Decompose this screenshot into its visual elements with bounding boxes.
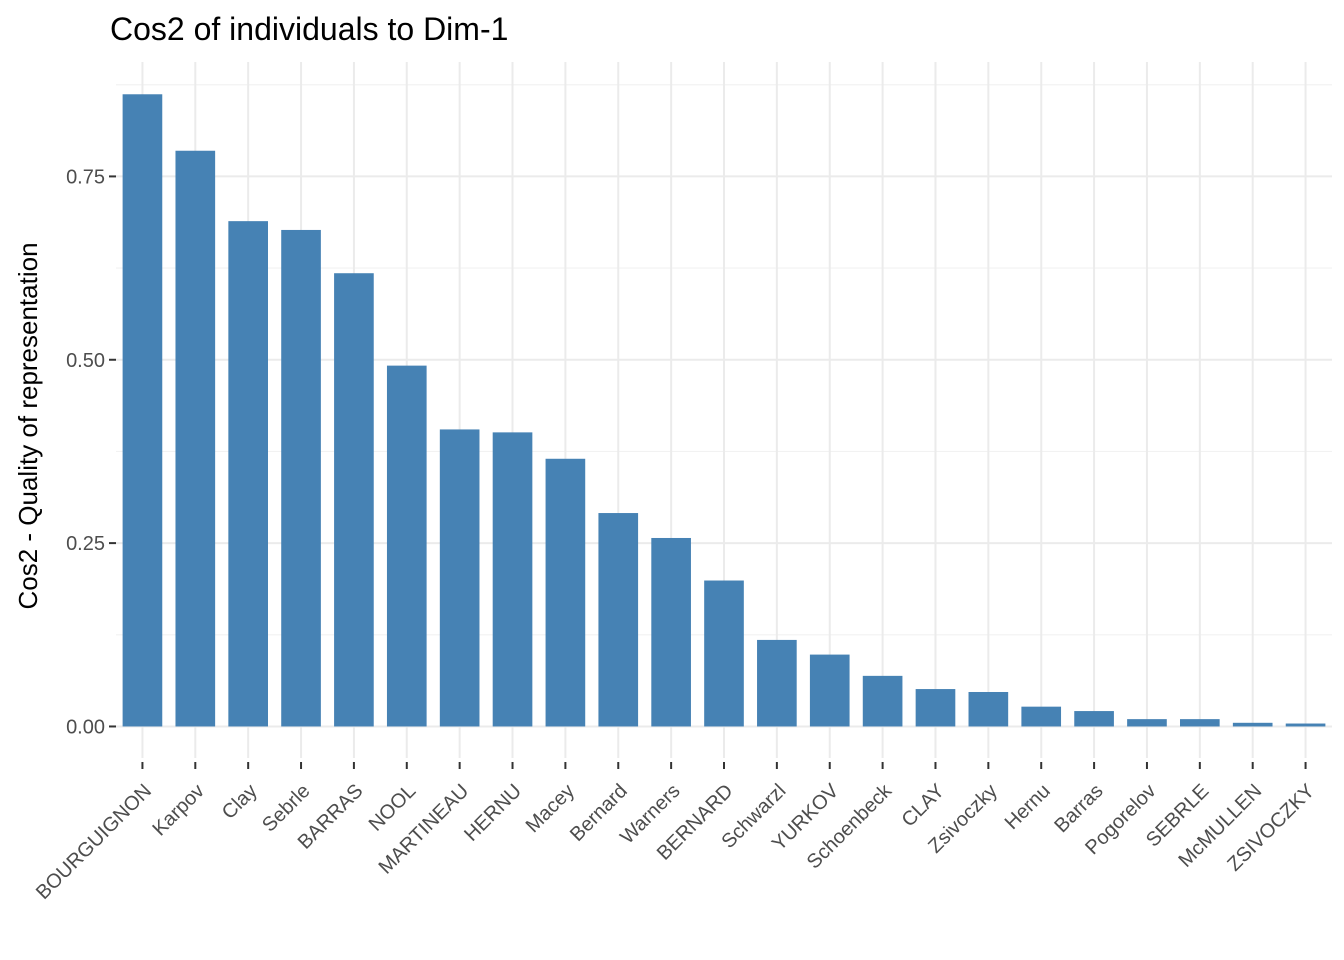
y-tick-label: 0.00: [66, 716, 105, 738]
bar: [915, 689, 956, 727]
bar: [968, 691, 1009, 727]
bar: [386, 365, 427, 727]
x-tick-label: HERNU: [460, 780, 526, 846]
y-tick-label: 0.25: [66, 533, 105, 555]
bar: [545, 458, 586, 727]
bar: [1180, 719, 1220, 727]
bar: [704, 580, 744, 727]
y-axis: 0.00 0.25 0.50 0.75: [66, 166, 116, 738]
plot-area: [116, 62, 1332, 758]
bar: [281, 229, 321, 727]
chart-title: Cos2 of individuals to Dim-1: [110, 11, 508, 47]
bar: [228, 221, 268, 727]
bar: [862, 675, 903, 727]
x-tick-label: BOURGUIGNON: [32, 780, 156, 904]
x-tick-label: Karpov: [148, 780, 208, 840]
bar: [1127, 719, 1167, 727]
bar: [334, 273, 374, 727]
y-tick-label: 0.75: [66, 166, 105, 188]
bar: [122, 94, 163, 727]
bar: [1021, 706, 1062, 727]
bar: [439, 429, 480, 727]
bar: [1074, 711, 1114, 727]
bar: [1285, 723, 1326, 727]
bar: [492, 432, 533, 727]
bar: [1232, 722, 1273, 727]
x-tick-label: Clay: [218, 780, 262, 824]
y-tick-label: 0.50: [66, 350, 105, 372]
bar: [757, 639, 797, 727]
bar: [598, 513, 639, 727]
y-axis-label: Cos2 - Quality of representation: [13, 242, 43, 609]
x-tick-label: Hernu: [1001, 780, 1055, 834]
bar: [809, 654, 850, 727]
bar: [175, 150, 216, 727]
bar: [651, 537, 691, 727]
